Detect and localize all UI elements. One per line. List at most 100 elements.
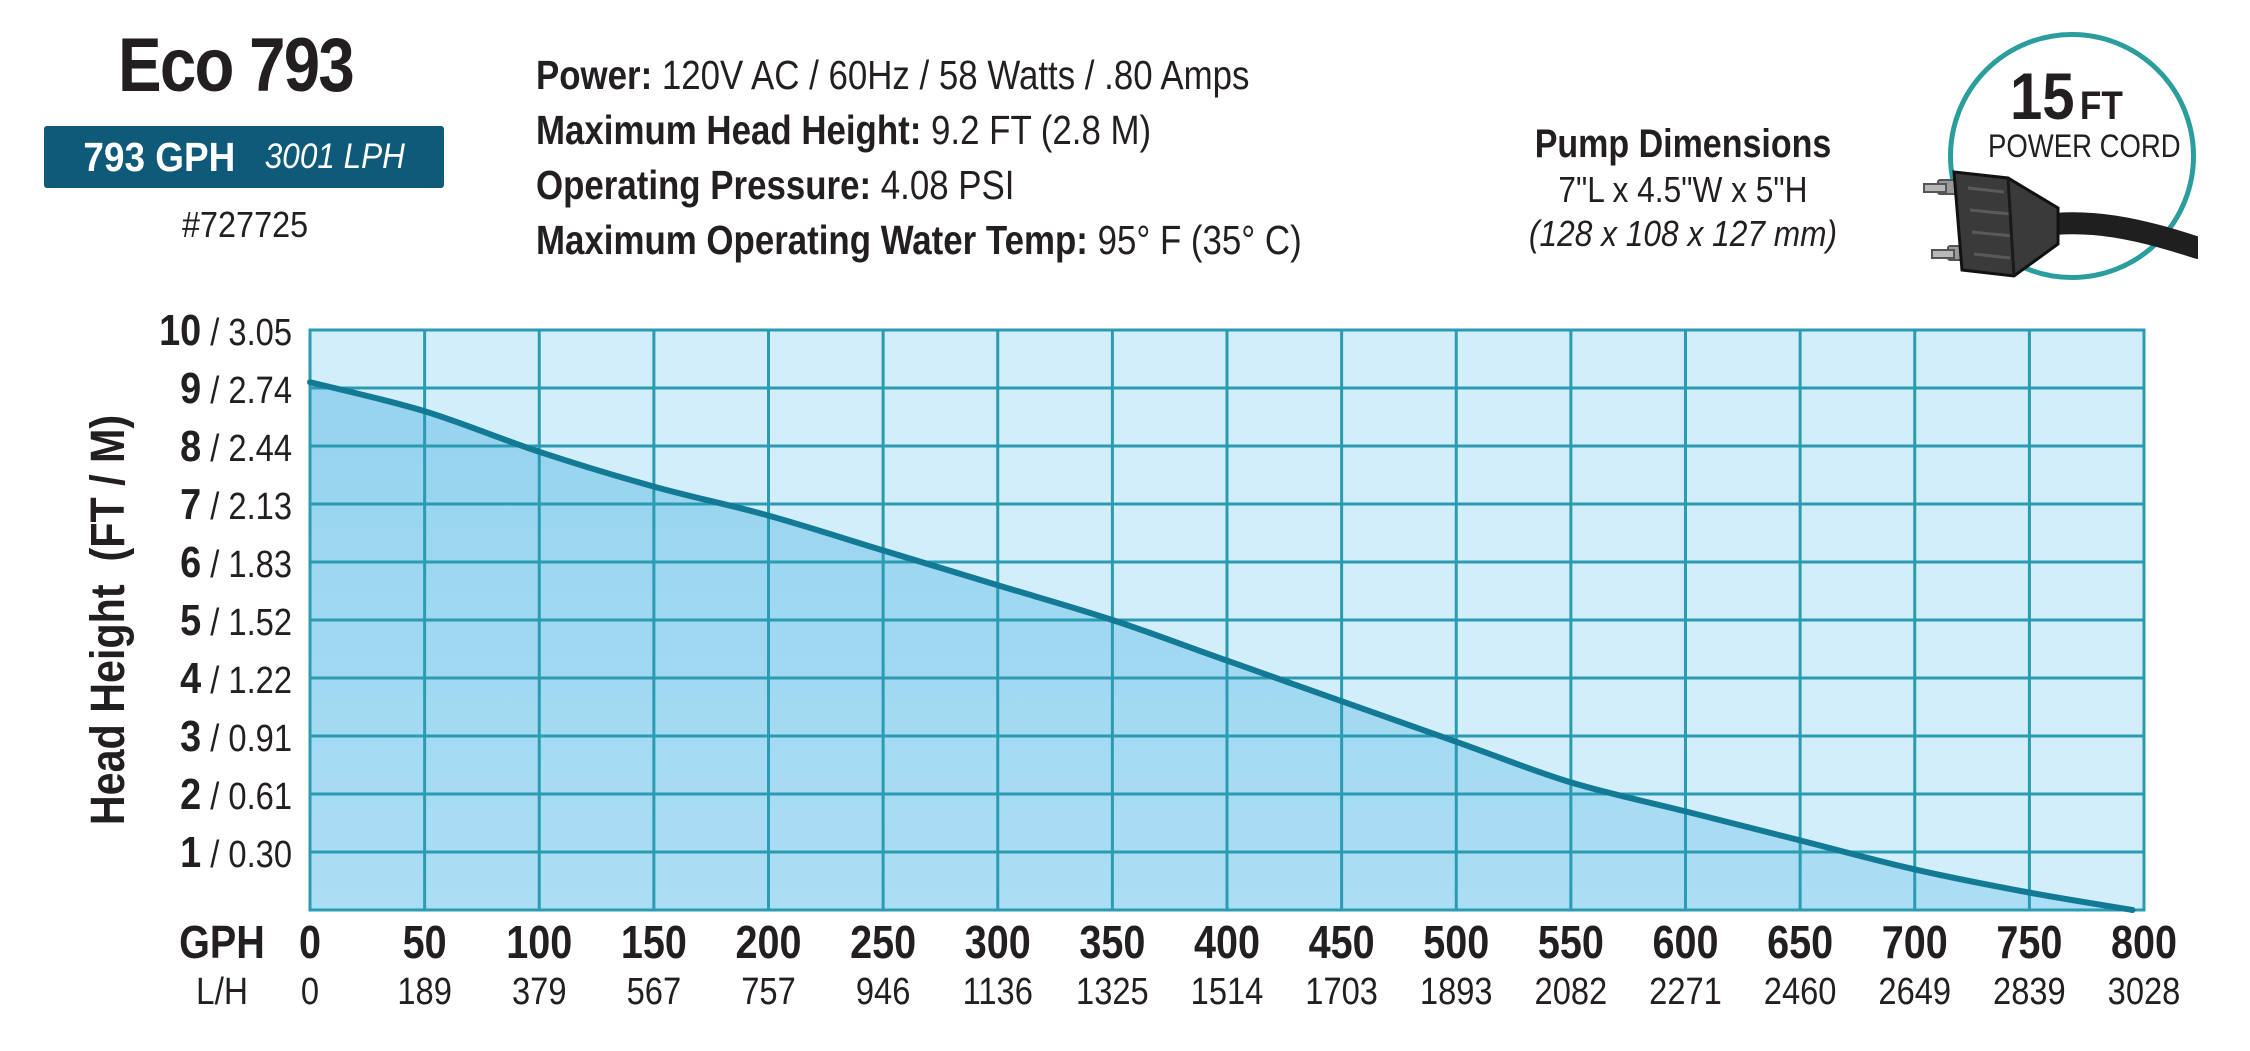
y-tick-label: 5 / 1.52 (180, 595, 292, 644)
spec-label: Maximum Head Height: (536, 107, 922, 153)
spec-label: Operating Pressure: (536, 162, 872, 208)
y-tick-label: 1 / 0.30 (180, 827, 292, 876)
y-tick-ft: 9 (180, 363, 201, 412)
x-tick-lph: 3028 (2108, 970, 2181, 1013)
spec-value: 9.2 FT (2.8 M) (931, 107, 1152, 153)
y-tick-ft: 3 (180, 711, 201, 760)
y-tick-ft: 4 (180, 653, 201, 702)
x-tick-lph: 2460 (1764, 970, 1837, 1013)
spec-power: Power: 120V AC / 60Hz / 58 Watts / .80 A… (536, 48, 1302, 103)
y-tick-m: / 0.61 (201, 775, 292, 818)
y-tick-ft: 8 (180, 421, 201, 470)
x-tick-lph: 757 (741, 970, 796, 1013)
y-tick-label: 3 / 0.91 (180, 711, 292, 760)
x-tick-gph: 500 (1423, 917, 1489, 968)
y-tick-m: / 1.52 (201, 601, 292, 644)
spec-value: 95° F (35° C) (1097, 217, 1302, 263)
x-tick-gph: 50 (403, 917, 447, 968)
x-tick-gph: 350 (1079, 917, 1145, 968)
x-tick-gph: 300 (965, 917, 1031, 968)
y-tick-m: / 0.30 (201, 833, 292, 876)
x-tick-lph: 2839 (1993, 970, 2066, 1013)
y-tick-m: / 0.91 (201, 717, 292, 760)
cord-length-unit: FT (2079, 84, 2123, 128)
x-tick-lph: 379 (512, 970, 567, 1013)
x-tick-gph: 150 (621, 917, 687, 968)
y-tick-labels: 1 / 0.302 / 0.613 / 0.914 / 1.225 / 1.52… (159, 305, 292, 876)
plug-icon (1923, 170, 2198, 278)
series-line (307, 379, 2136, 913)
spec-water-temp: Maximum Operating Water Temp: 95° F (35°… (536, 213, 1302, 268)
flow-gph: 793 GPH (83, 133, 236, 180)
x-tick-lph: 1703 (1305, 970, 1378, 1013)
x-tick-lph: 189 (397, 970, 452, 1013)
x-tick-gph: 550 (1538, 917, 1604, 968)
power-cord-badge: 15 FT POWER CORD (1918, 28, 2198, 298)
spec-label: Power: (536, 52, 653, 98)
x-tick-gph: 400 (1194, 917, 1260, 968)
y-tick-label: 8 / 2.44 (180, 421, 292, 470)
head-height-chart: 1 / 0.302 / 0.613 / 0.914 / 1.225 / 1.52… (81, 305, 2180, 1012)
flow-lph: 3001 LPH (265, 137, 406, 176)
cord-length: 15 FT (2010, 58, 2123, 134)
dimensions-imperial: 7"L x 4.5"W x 5"H (1558, 169, 1808, 210)
x-tick-lph: 0 (301, 970, 319, 1013)
y-tick-m: / 1.22 (201, 659, 292, 702)
y-tick-m: / 2.74 (201, 369, 292, 412)
y-tick-ft: 10 (159, 305, 201, 354)
x-tick-gph: 250 (850, 917, 916, 968)
specs-list: Power: 120V AC / 60Hz / 58 Watts / .80 A… (536, 48, 1302, 268)
flow-rate-badge: 793 GPH 3001 LPH (44, 126, 444, 188)
y-tick-m: / 2.44 (201, 427, 292, 470)
y-tick-m: / 1.83 (201, 543, 292, 586)
x-tick-gph: 600 (1653, 917, 1719, 968)
x-tick-gph: 200 (736, 917, 802, 968)
y-tick-label: 7 / 2.13 (180, 479, 292, 528)
x-tick-lph: 1325 (1076, 970, 1149, 1013)
spec-label: Maximum Operating Water Temp: (536, 217, 1088, 263)
x-tick-gph: 700 (1882, 917, 1948, 968)
y-tick-ft: 2 (180, 769, 201, 818)
x-tick-lph: 1136 (963, 970, 1033, 1013)
x-tick-gph: 650 (1767, 917, 1833, 968)
x-tick-lph: 946 (856, 970, 911, 1013)
dimensions-metric: (128 x 108 x 127 mm) (1528, 213, 1838, 254)
x-tick-gph: 450 (1309, 917, 1375, 968)
y-tick-m: / 2.13 (201, 485, 292, 528)
y-tick-m: / 3.05 (201, 311, 292, 354)
x-tick-lph: 2649 (1878, 970, 1951, 1013)
spec-value: 120V AC / 60Hz / 58 Watts / .80 Amps (661, 52, 1250, 98)
y-tick-ft: 6 (180, 537, 201, 586)
y-axis-label: Head Height (FT / M) (81, 415, 135, 825)
cord-caption: POWER CORD (1988, 128, 2181, 164)
spec-value: 4.08 PSI (880, 162, 1015, 208)
plot-frame (308, 328, 2146, 912)
product-title: Eco 793 (118, 23, 355, 108)
x-axis-label-gph: GPH (179, 917, 265, 968)
y-tick-label: 6 / 1.83 (180, 537, 292, 586)
area-under-curve (310, 382, 2133, 910)
y-tick-label: 2 / 0.61 (180, 769, 292, 818)
spec-pressure: Operating Pressure: 4.08 PSI (536, 158, 1302, 213)
y-tick-label: 10 / 3.05 (159, 305, 292, 354)
x-tick-lph: 567 (627, 970, 682, 1013)
x-tick-lph: 2271 (1649, 970, 1722, 1013)
x-tick-lph: 2082 (1535, 970, 1608, 1013)
spec-max-head: Maximum Head Height: 9.2 FT (2.8 M) (536, 103, 1302, 158)
y-tick-label: 4 / 1.22 (180, 653, 292, 702)
y-tick-ft: 5 (180, 595, 201, 644)
x-tick-gph: 0 (299, 917, 321, 968)
y-tick-label: 9 / 2.74 (180, 363, 292, 412)
x-tick-lph: 1514 (1191, 970, 1264, 1013)
y-tick-ft: 1 (180, 827, 201, 876)
x-tick-gph: 100 (506, 917, 572, 968)
dimensions-title: Pump Dimensions (1534, 122, 1832, 166)
x-tick-lph: 1893 (1420, 970, 1493, 1013)
x-tick-gph: 800 (2111, 917, 2177, 968)
product-sku: #727725 (182, 204, 309, 245)
x-tick-gph: 750 (1996, 917, 2062, 968)
pump-dimensions: Pump Dimensions 7"L x 4.5"W x 5"H (128 x… (1488, 120, 1878, 256)
x-axis-label-lph: L/H (196, 970, 248, 1012)
cord-length-value: 15 (2010, 59, 2075, 133)
